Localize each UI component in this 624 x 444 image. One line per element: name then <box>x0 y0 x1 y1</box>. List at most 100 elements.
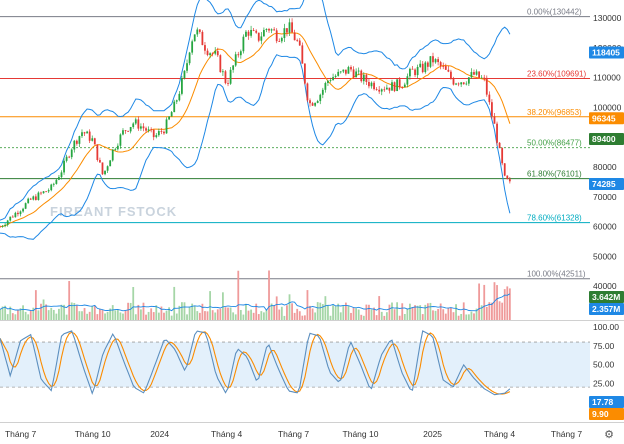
x-tick-label: 2025 <box>423 429 442 439</box>
volume-bar <box>332 305 334 320</box>
candle-body <box>278 41 281 42</box>
candle-body <box>63 160 65 173</box>
candle-body <box>188 52 191 64</box>
volume-bar <box>252 312 255 320</box>
candle-body <box>40 192 42 194</box>
candle-body <box>411 68 414 70</box>
candle-body <box>496 123 498 143</box>
x-tick-label: Tháng 7 <box>278 429 309 439</box>
volume-bar <box>327 305 329 320</box>
candle-body <box>14 212 17 218</box>
volume-bar <box>286 305 288 320</box>
volume-bar <box>24 311 27 320</box>
candle-body <box>227 83 229 84</box>
fib-label: 78.60%(61328) <box>527 214 582 223</box>
fib-label: 23.60%(109691) <box>527 70 586 79</box>
candle-body <box>344 69 347 74</box>
volume-bar <box>111 305 114 320</box>
candle-body <box>337 71 340 76</box>
candle-body <box>191 41 194 53</box>
fib-label: 50.00%(86477) <box>527 139 582 148</box>
candle-body <box>81 132 83 137</box>
candle-body <box>470 72 473 78</box>
price-tag-text: 118405 <box>592 48 620 58</box>
candle-body <box>206 50 209 55</box>
candle-body <box>175 100 178 102</box>
candle-body <box>224 71 227 84</box>
candle-body <box>70 149 73 158</box>
candle-body <box>186 63 188 71</box>
candle-body <box>183 70 186 79</box>
candle-body <box>250 29 252 36</box>
volume-bar <box>439 303 442 320</box>
candle-body <box>55 179 58 184</box>
volume-bar <box>280 306 283 320</box>
candle-body <box>181 78 183 94</box>
price-tag-text: 74285 <box>592 179 616 189</box>
volume-bar <box>380 311 383 320</box>
volume-bar <box>401 303 404 320</box>
gear-icon[interactable]: ⚙ <box>604 429 614 441</box>
candle-body <box>409 68 411 77</box>
volume-bar <box>462 302 465 320</box>
candle-body <box>478 71 481 78</box>
candle-body <box>232 65 235 70</box>
moving-average <box>0 32 511 228</box>
volume-bar <box>134 314 137 320</box>
volume-bar <box>396 302 399 320</box>
volume-bar <box>160 306 163 320</box>
volume-bar <box>206 311 209 320</box>
candle-body <box>442 65 445 67</box>
candle-body <box>170 112 173 117</box>
volume-bar <box>96 314 99 320</box>
volume-bar <box>140 309 142 320</box>
candle-body <box>275 30 278 42</box>
volume-bar <box>155 305 158 320</box>
volume-bar <box>329 315 332 320</box>
candle-body <box>34 196 37 200</box>
candle-body <box>234 54 237 66</box>
candle-body <box>306 83 309 101</box>
volume-bar <box>347 305 350 320</box>
candle-body <box>129 127 132 132</box>
candle-body <box>6 220 9 225</box>
candle-body <box>104 170 106 175</box>
candle-body <box>465 83 468 85</box>
volume-bar <box>321 304 324 320</box>
candle-body <box>252 29 255 31</box>
volume-bar <box>470 311 473 320</box>
volume-bar <box>357 309 360 320</box>
y-tick-label: 50000 <box>593 251 617 261</box>
candle-body <box>111 149 114 161</box>
candle-body <box>319 94 322 102</box>
candle-body <box>91 138 94 141</box>
candle-body <box>342 69 345 72</box>
volume-bar <box>150 308 153 320</box>
candle-body <box>388 87 391 91</box>
stoch-d-line <box>0 331 511 395</box>
candle-body <box>334 75 337 78</box>
volume-bar <box>214 312 217 320</box>
candle-body <box>506 175 509 180</box>
candle-body <box>467 77 470 84</box>
candle-body <box>298 40 301 46</box>
volume-bar <box>52 309 55 320</box>
candle-body <box>508 179 511 182</box>
candle-body <box>280 38 283 42</box>
volume-bar <box>183 302 186 320</box>
volume-bar <box>311 308 314 320</box>
volume-bar <box>0 309 1 320</box>
candle-body <box>19 211 22 215</box>
candle-body <box>460 82 463 85</box>
candle-body <box>473 72 475 75</box>
volume-bar <box>309 305 311 320</box>
volume-bar <box>409 303 411 320</box>
candle-body <box>432 56 434 63</box>
candle-body <box>501 148 504 164</box>
stoch-k-line <box>0 330 511 396</box>
x-tick-label: Tháng 4 <box>211 429 242 439</box>
volume-bar <box>245 303 247 320</box>
y-tick-label: 70000 <box>593 192 617 202</box>
volume-bar <box>291 303 293 320</box>
candle-body <box>401 87 404 89</box>
